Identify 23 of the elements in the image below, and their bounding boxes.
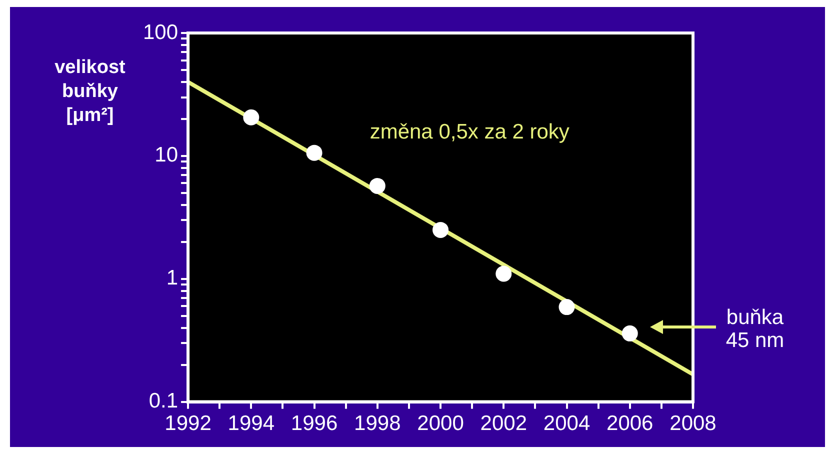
x-tick-label: 1994 — [228, 412, 275, 436]
point — [243, 109, 260, 126]
y-axis-title: velikost buňky [μm²] — [54, 56, 126, 128]
text: buňka 45 nm — [724, 306, 786, 352]
x-tick-label: 1998 — [354, 412, 401, 436]
x-tick-label: 2002 — [480, 412, 527, 436]
point — [622, 325, 638, 342]
point — [558, 299, 575, 316]
y-tick-label: 10 — [154, 144, 178, 167]
point — [496, 266, 512, 282]
x-tick-label: 2008 — [670, 412, 716, 436]
point — [306, 144, 322, 161]
x-tick-label: 1996 — [290, 412, 338, 436]
y-tick-label: 100 — [142, 20, 178, 44]
x-tick-label: 2006 — [606, 412, 654, 436]
annotation: změna 0,5x za 2 roky — [370, 120, 570, 144]
x-tick-label: 2000 — [417, 412, 464, 436]
point — [432, 222, 449, 238]
x-tick-label: 2004 — [543, 412, 590, 436]
y-tick-label: 0.1 — [148, 390, 178, 413]
x-tick-label: 1992 — [164, 412, 212, 436]
y-tick-label: 1 — [166, 266, 178, 290]
point — [369, 178, 386, 194]
